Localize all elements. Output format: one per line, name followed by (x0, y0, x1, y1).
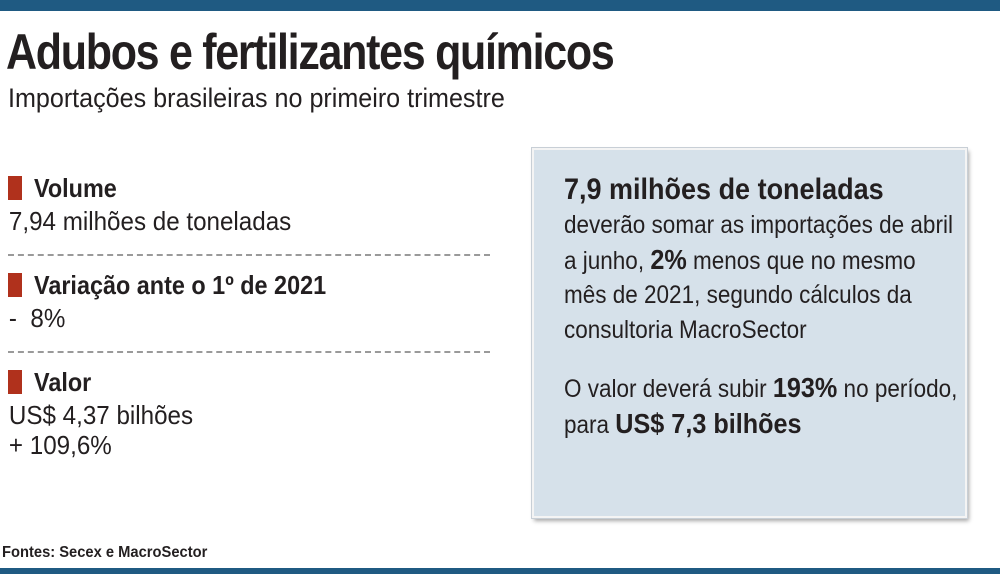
page-title: Adubos e fertilizantes químicos (6, 24, 615, 80)
bottom-rule (0, 568, 1000, 574)
metric-variacao: Variação ante o 1º de 2021 - 8% (8, 267, 493, 333)
metric-value: + 109,6% (8, 430, 112, 460)
divider (8, 254, 490, 256)
metric-value: 7,94 milhões de toneladas (8, 206, 292, 236)
metric-value: - 8% (8, 303, 66, 333)
divider (8, 351, 490, 353)
top-rule (0, 0, 1000, 11)
projection-box: 7,9 milhões de toneladas deverão somar a… (532, 148, 967, 518)
highlight-percent: 193% (772, 372, 838, 403)
text-span: menos que no mesmo mês de 2021, segundo … (564, 246, 916, 344)
source-note: Fontes: Secex e MacroSector (2, 544, 208, 561)
page-subtitle: Importações brasileiras no primeiro trim… (8, 83, 505, 113)
red-square-marker (8, 273, 22, 297)
text-span: deverão somar as importações de abril a … (564, 211, 953, 275)
metric-valor: Valor US$ 4,37 bilhões + 109,6% (8, 364, 493, 460)
text-span: O valor deverá subir (564, 375, 773, 403)
box-headline: 7,9 milhões de toneladas (564, 173, 884, 206)
red-square-marker (8, 370, 22, 394)
metric-label: Valor (34, 366, 92, 397)
metric-label: Variação ante o 1º de 2021 (34, 269, 327, 300)
highlight-amount: US$ 7,3 bilhões (615, 407, 802, 439)
box-paragraph-forecast: deverão somar as importações de abril a … (564, 208, 960, 347)
text-span: no período, para (564, 375, 958, 439)
box-paragraph-value: O valor deverá subir 193% no período, pa… (564, 371, 960, 442)
red-square-marker (8, 176, 22, 200)
metric-volume: Volume 7,94 milhões de toneladas (8, 170, 493, 236)
highlight-percent: 2% (650, 243, 687, 275)
metric-value: US$ 4,37 bilhões (8, 400, 194, 430)
metric-label: Volume (34, 172, 117, 203)
metrics-list: Volume 7,94 milhões de toneladas Variaçã… (8, 170, 493, 460)
